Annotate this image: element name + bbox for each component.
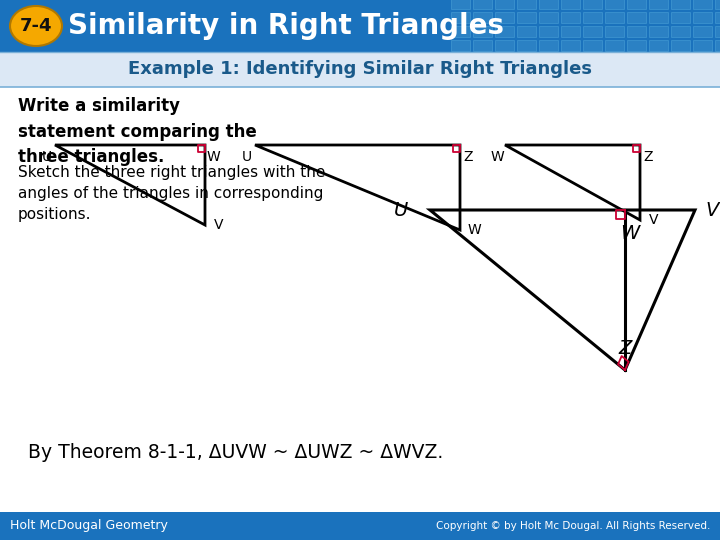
Text: W: W	[206, 150, 220, 164]
Bar	[451, 12, 470, 23]
Bar	[693, 0, 712, 9]
Bar	[693, 26, 712, 37]
Bar	[715, 26, 720, 37]
Bar	[495, 0, 514, 9]
Bar	[671, 40, 690, 51]
Bar	[473, 40, 492, 51]
Bar	[539, 40, 558, 51]
Bar	[561, 12, 580, 23]
Bar	[649, 12, 668, 23]
Bar	[605, 26, 624, 37]
Bar	[583, 40, 602, 51]
Bar	[583, 0, 602, 9]
Bar	[693, 12, 712, 23]
Bar	[693, 40, 712, 51]
Bar	[539, 26, 558, 37]
Bar	[0, 0, 720, 52]
Text: V: V	[705, 200, 719, 219]
Bar	[451, 0, 470, 9]
Bar	[517, 40, 536, 51]
Bar	[473, 0, 492, 9]
Bar	[517, 12, 536, 23]
Text: Copyright © by Holt Mc Dougal. All Rights Reserved.: Copyright © by Holt Mc Dougal. All Right…	[436, 521, 710, 531]
Bar	[539, 0, 558, 9]
Text: W: W	[621, 224, 639, 243]
Text: By Theorem 8-1-1, ΔUVW ~ ΔUWZ ~ ΔWVZ.: By Theorem 8-1-1, ΔUVW ~ ΔUWZ ~ ΔWVZ.	[28, 442, 444, 462]
Bar	[627, 12, 646, 23]
Bar	[627, 40, 646, 51]
Text: Example 1: Identifying Similar Right Triangles: Example 1: Identifying Similar Right Tri…	[128, 60, 592, 78]
Text: W: W	[467, 223, 481, 237]
Bar	[715, 0, 720, 9]
Bar	[649, 0, 668, 9]
Bar	[539, 12, 558, 23]
Bar	[671, 0, 690, 9]
Bar	[495, 40, 514, 51]
Bar	[0, 52, 720, 87]
Bar	[627, 26, 646, 37]
Bar	[649, 26, 668, 37]
Text: U: U	[42, 150, 52, 164]
Bar	[451, 40, 470, 51]
Bar	[671, 12, 690, 23]
Bar	[649, 40, 668, 51]
Bar	[583, 26, 602, 37]
Text: Write a similarity
statement comparing the
three triangles.: Write a similarity statement comparing t…	[18, 97, 257, 166]
Bar	[605, 40, 624, 51]
Bar	[583, 12, 602, 23]
Bar	[605, 12, 624, 23]
Text: W: W	[490, 150, 504, 164]
Bar	[473, 12, 492, 23]
Text: Z: Z	[618, 339, 631, 358]
Text: 7-4: 7-4	[19, 17, 53, 35]
Bar	[627, 0, 646, 9]
Text: Z: Z	[463, 150, 473, 164]
Ellipse shape	[10, 6, 62, 46]
Text: Sketch the three right triangles with the
angles of the triangles in correspondi: Sketch the three right triangles with th…	[18, 165, 325, 222]
Bar	[561, 40, 580, 51]
Bar	[671, 26, 690, 37]
Bar	[715, 12, 720, 23]
Bar	[473, 26, 492, 37]
Text: V: V	[649, 213, 659, 227]
Bar	[561, 26, 580, 37]
Bar	[561, 0, 580, 9]
Text: V: V	[215, 218, 224, 232]
Text: Holt McDougal Geometry: Holt McDougal Geometry	[10, 519, 168, 532]
Bar	[715, 40, 720, 51]
Bar	[451, 26, 470, 37]
Text: U: U	[394, 200, 408, 219]
Bar	[517, 0, 536, 9]
Text: Similarity in Right Triangles: Similarity in Right Triangles	[68, 12, 504, 40]
Bar	[605, 0, 624, 9]
Bar	[495, 26, 514, 37]
Text: U: U	[242, 150, 252, 164]
Bar	[0, 87, 720, 540]
Bar	[0, 512, 720, 540]
Bar	[495, 12, 514, 23]
Text: Z: Z	[643, 150, 653, 164]
Bar	[517, 26, 536, 37]
